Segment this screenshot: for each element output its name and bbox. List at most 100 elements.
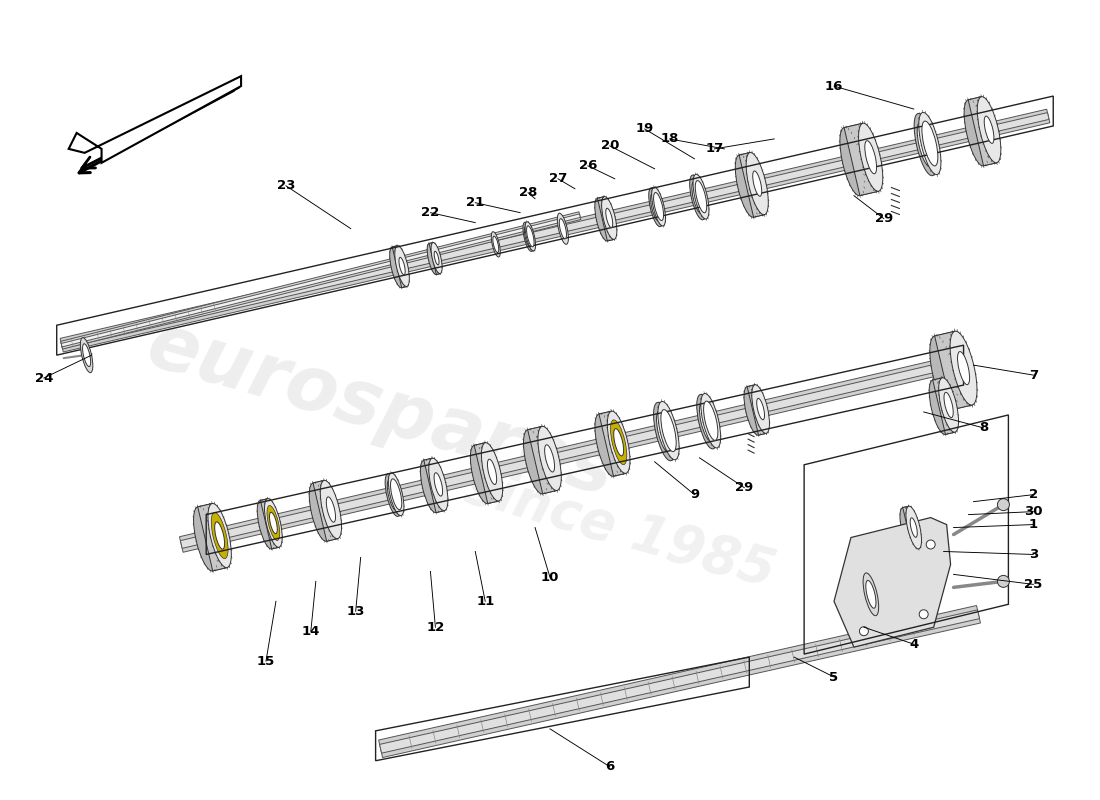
Ellipse shape <box>211 513 228 558</box>
Text: 1: 1 <box>1028 518 1038 531</box>
Text: 5: 5 <box>829 670 838 683</box>
Polygon shape <box>179 358 950 552</box>
Ellipse shape <box>922 121 938 166</box>
Ellipse shape <box>735 155 758 218</box>
Polygon shape <box>844 123 879 195</box>
Ellipse shape <box>757 398 764 420</box>
Polygon shape <box>60 113 1049 349</box>
Polygon shape <box>933 378 955 434</box>
Ellipse shape <box>695 181 706 213</box>
Ellipse shape <box>595 414 617 476</box>
Ellipse shape <box>653 402 674 461</box>
Ellipse shape <box>614 429 624 456</box>
Polygon shape <box>424 458 444 513</box>
Polygon shape <box>903 506 918 550</box>
Text: 30: 30 <box>1024 505 1043 518</box>
Polygon shape <box>60 212 581 349</box>
Ellipse shape <box>264 498 283 547</box>
Ellipse shape <box>525 222 536 251</box>
Ellipse shape <box>918 112 940 174</box>
Text: 19: 19 <box>636 122 653 135</box>
Text: 25: 25 <box>1024 578 1043 591</box>
Ellipse shape <box>429 458 448 510</box>
Polygon shape <box>600 411 626 476</box>
Ellipse shape <box>964 100 988 166</box>
Ellipse shape <box>399 258 405 275</box>
Circle shape <box>920 610 928 618</box>
Ellipse shape <box>320 480 341 538</box>
Ellipse shape <box>538 426 561 490</box>
Ellipse shape <box>471 446 492 504</box>
Circle shape <box>926 540 935 549</box>
Ellipse shape <box>840 127 865 196</box>
Ellipse shape <box>938 378 958 432</box>
Ellipse shape <box>427 243 438 274</box>
Ellipse shape <box>492 232 500 257</box>
Text: 2: 2 <box>1028 488 1038 501</box>
Ellipse shape <box>930 380 949 434</box>
Ellipse shape <box>525 226 532 247</box>
Text: 10: 10 <box>541 571 559 584</box>
Text: 11: 11 <box>476 594 494 608</box>
Text: 27: 27 <box>549 172 568 186</box>
Ellipse shape <box>482 442 503 501</box>
Text: 20: 20 <box>601 139 619 152</box>
Ellipse shape <box>387 480 398 510</box>
Ellipse shape <box>690 175 705 220</box>
Text: 9: 9 <box>690 488 700 501</box>
Ellipse shape <box>693 174 708 219</box>
Ellipse shape <box>390 479 402 510</box>
Ellipse shape <box>704 401 718 440</box>
Text: 22: 22 <box>421 206 440 219</box>
Ellipse shape <box>434 473 442 496</box>
Polygon shape <box>747 385 767 435</box>
Ellipse shape <box>865 141 877 174</box>
Ellipse shape <box>385 474 400 517</box>
Polygon shape <box>968 97 997 166</box>
Ellipse shape <box>701 394 721 448</box>
Polygon shape <box>935 331 972 410</box>
Circle shape <box>859 626 868 636</box>
Ellipse shape <box>661 410 676 451</box>
Ellipse shape <box>658 402 679 460</box>
Polygon shape <box>62 214 581 347</box>
Polygon shape <box>528 426 557 494</box>
Text: 13: 13 <box>346 605 365 618</box>
Polygon shape <box>474 442 499 503</box>
Ellipse shape <box>194 507 217 571</box>
Ellipse shape <box>651 187 666 226</box>
Polygon shape <box>393 246 407 288</box>
Ellipse shape <box>906 506 922 549</box>
Polygon shape <box>597 197 614 241</box>
Ellipse shape <box>257 500 275 549</box>
Ellipse shape <box>214 522 224 549</box>
Ellipse shape <box>395 246 409 286</box>
Text: 26: 26 <box>579 159 597 172</box>
Text: 29: 29 <box>735 481 754 494</box>
Ellipse shape <box>389 247 404 288</box>
Polygon shape <box>378 606 980 758</box>
Ellipse shape <box>80 338 92 373</box>
Polygon shape <box>198 503 227 571</box>
Ellipse shape <box>914 114 936 176</box>
Ellipse shape <box>602 197 617 239</box>
Ellipse shape <box>493 236 498 253</box>
Text: 28: 28 <box>519 186 537 199</box>
Polygon shape <box>739 153 764 217</box>
Ellipse shape <box>522 222 534 251</box>
Ellipse shape <box>544 445 554 472</box>
Text: eurospares: eurospares <box>139 308 623 512</box>
Ellipse shape <box>82 344 90 366</box>
Ellipse shape <box>657 410 672 453</box>
Text: 23: 23 <box>277 179 295 192</box>
Text: 8: 8 <box>979 422 988 434</box>
Text: 6: 6 <box>605 760 615 774</box>
Text: 16: 16 <box>825 79 844 93</box>
Text: 17: 17 <box>705 142 724 155</box>
Ellipse shape <box>270 512 277 534</box>
Text: 7: 7 <box>1028 369 1038 382</box>
Ellipse shape <box>864 573 879 616</box>
Ellipse shape <box>746 153 768 214</box>
Polygon shape <box>261 498 279 549</box>
Polygon shape <box>834 518 950 647</box>
